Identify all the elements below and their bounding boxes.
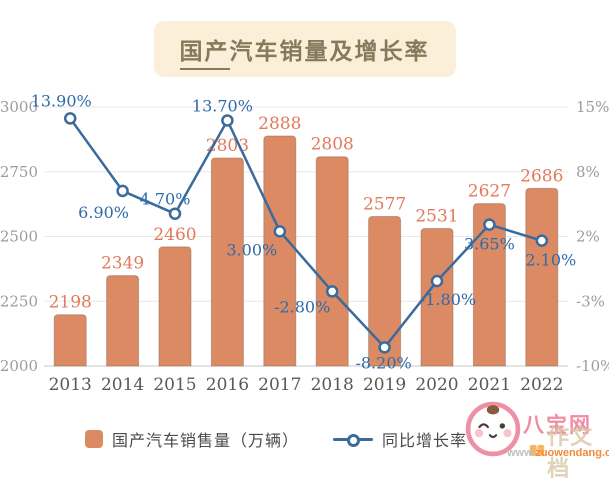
bar-2017[interactable] xyxy=(263,135,297,367)
left-axis-tick-label: 2250 xyxy=(0,292,38,310)
bar-series-swatch-icon xyxy=(85,430,103,448)
legend-label-growth: 同比增长率 xyxy=(382,433,468,450)
line-point-2022[interactable] xyxy=(535,234,549,247)
line-value-label-2013: 13.90% xyxy=(31,91,92,110)
bar-value-label-2020: 2531 xyxy=(415,206,458,226)
line-value-label-2019: -8.20% xyxy=(355,353,411,372)
x-axis-label-2016: 2016 xyxy=(206,375,249,395)
chart-page: 国产汽车销量及增长率 2000 -10% 2250 -3% 2500 2% 2750 8% 30… xyxy=(0,21,609,481)
open-book-icon xyxy=(529,444,545,457)
line-point-2015[interactable] xyxy=(168,207,182,220)
line-value-label-2021: 3.65% xyxy=(464,235,515,254)
line-point-2019[interactable] xyxy=(378,341,391,354)
legend-item-growth[interactable]: 同比增长率 xyxy=(333,427,467,451)
line-value-label-2020: -1.80% xyxy=(420,290,476,309)
right-axis-tick-label: -10% xyxy=(576,357,609,375)
left-axis-tick-label: 2500 xyxy=(0,228,38,246)
line-value-label-2016: 13.70% xyxy=(192,96,253,115)
line-point-2014[interactable] xyxy=(116,184,129,198)
watermark: 八宝网 作文档 www.zuowendang.com xyxy=(459,401,609,481)
bar-value-label-2013: 2198 xyxy=(49,293,92,313)
chart-legend: 国产汽车销售量（万辆） 同比增长率 xyxy=(85,427,467,451)
line-series-marker-icon xyxy=(333,434,374,447)
x-axis-label-2022: 2022 xyxy=(520,375,563,395)
left-axis-tick-label: 2750 xyxy=(0,163,38,181)
bar-2018[interactable] xyxy=(315,156,349,367)
x-axis-label-2014: 2014 xyxy=(101,375,144,395)
bar-2016[interactable] xyxy=(210,157,244,367)
bar-value-label-2017: 2888 xyxy=(258,114,301,134)
bar-value-label-2022: 2686 xyxy=(520,166,563,186)
bar-2019[interactable] xyxy=(368,216,402,367)
x-axis-label-2021: 2021 xyxy=(468,375,511,395)
right-axis-tick-label: 15% xyxy=(576,98,609,116)
growth-rate-line xyxy=(69,117,543,349)
bar-2021[interactable] xyxy=(472,203,506,367)
legend-item-sales[interactable]: 国产汽车销售量（万辆） xyxy=(85,427,299,451)
watermark-overlay: 作文档 xyxy=(529,419,609,483)
combo-chart: 2000 -10% 2250 -3% 2500 2% 2750 8% 3000 15% 2198 23… xyxy=(0,91,609,395)
line-value-label-2022: 2.10% xyxy=(525,251,576,270)
x-axis-label-2017: 2017 xyxy=(258,375,301,395)
baby-face-logo-icon xyxy=(465,401,521,457)
line-point-2013[interactable] xyxy=(63,112,77,125)
right-axis-tick-label: -3% xyxy=(576,292,605,310)
line-value-label-2014: 6.90% xyxy=(78,203,129,222)
x-axis-label-2020: 2020 xyxy=(415,375,458,395)
bar-2013[interactable] xyxy=(53,314,87,367)
bar-value-label-2014: 2349 xyxy=(101,254,144,274)
bar-value-label-2018: 2808 xyxy=(311,135,354,155)
left-axis-tick-label: 2000 xyxy=(0,357,38,375)
chart-title: 国产汽车销量及增长率 xyxy=(153,21,456,77)
bar-2014[interactable] xyxy=(106,275,140,367)
line-point-2020[interactable] xyxy=(430,274,444,288)
line-point-2021[interactable] xyxy=(483,218,496,231)
x-axis-label-2015: 2015 xyxy=(153,375,196,395)
left-axis-tick-label: 3000 xyxy=(0,98,38,116)
watermark-site-name: 八宝网 xyxy=(523,414,592,437)
bar-value-label-2021: 2627 xyxy=(468,182,511,202)
bar-2015[interactable] xyxy=(158,246,192,367)
x-axis-label-2019: 2019 xyxy=(363,375,406,395)
bar-2022[interactable] xyxy=(525,187,559,367)
legend-label-sales: 国产汽车销售量（万辆） xyxy=(112,433,300,450)
chart-title-rest: 汽车销量及增长率 xyxy=(229,38,430,65)
line-point-2017[interactable] xyxy=(273,225,287,238)
right-axis-tick-label: 2% xyxy=(576,228,600,246)
bar-2020[interactable] xyxy=(420,227,454,367)
line-point-2018[interactable] xyxy=(325,285,339,298)
chart-title-underlined-part: 国产 xyxy=(179,38,230,70)
x-axis-label-2013: 2013 xyxy=(49,375,92,395)
watermark-url[interactable]: www.zuowendang.com xyxy=(507,447,609,459)
bar-value-label-2015: 2460 xyxy=(153,225,196,245)
line-point-2016[interactable] xyxy=(221,114,234,127)
line-value-label-2018: -2.80% xyxy=(274,297,330,316)
watermark-overlay-text: 作文档 xyxy=(547,424,594,481)
line-value-label-2015: 4.70% xyxy=(140,190,191,209)
line-value-label-2017: 3.00% xyxy=(226,240,277,259)
bar-value-label-2019: 2577 xyxy=(363,195,406,215)
watermark-url-domain: zuowendang.com xyxy=(535,447,609,459)
right-axis-tick-label: 8% xyxy=(576,163,600,181)
watermark-url-prefix: www. xyxy=(507,447,536,459)
x-axis-label-2018: 2018 xyxy=(311,375,354,395)
